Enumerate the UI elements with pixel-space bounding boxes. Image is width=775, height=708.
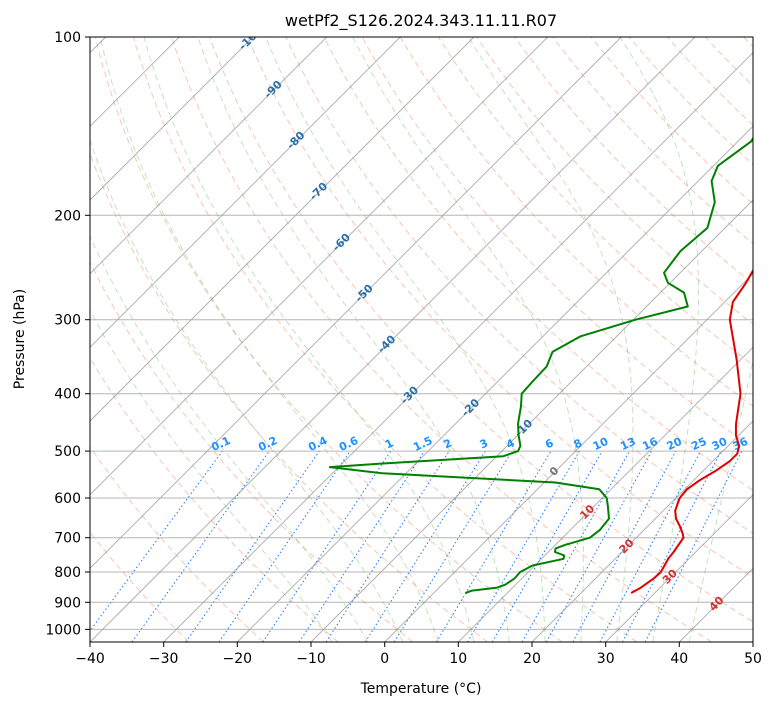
x-tick-label: 0 — [380, 651, 389, 667]
y-tick-label: 300 — [54, 313, 81, 329]
y-tick-label: 900 — [54, 595, 81, 611]
y-tick-label: 700 — [54, 531, 81, 547]
isotherm-line — [90, 37, 622, 570]
x-tick-label: 30 — [597, 651, 615, 667]
isotherm-lines — [90, 37, 753, 642]
isotherm-line — [90, 37, 254, 201]
dry-adiabat — [209, 37, 753, 623]
isotherm-line — [90, 37, 549, 496]
isotherm-line — [90, 37, 328, 275]
moist-adiabat — [265, 37, 546, 642]
x-tick-label: −20 — [223, 651, 253, 667]
dry-adiabat — [399, 37, 753, 407]
isotherm-line — [90, 37, 475, 422]
mixing-ratio-line — [491, 450, 603, 642]
moist-adiabat — [619, 37, 699, 642]
plot-area: 0.1 0.2 0.4 0.6 1 1.5 2 3 4 6 8 10 13 16 20 25 30 36 -100… — [90, 37, 753, 642]
x-tick-label: 40 — [670, 651, 688, 667]
moist-adiabat — [143, 37, 475, 642]
moist-adiabat — [90, 138, 404, 642]
x-tick-label: 20 — [523, 651, 541, 667]
isotherm-line — [457, 346, 753, 642]
mixing-ratio-line — [325, 450, 450, 642]
y-tick-label: 200 — [54, 208, 81, 224]
dry-adiabat — [90, 446, 264, 642]
mixing-ratio-label: 20 — [665, 435, 685, 453]
moist-adiabat — [90, 235, 369, 642]
mixing-ratio-line — [218, 450, 351, 642]
y-axis-label: Pressure (hPa) — [12, 289, 28, 389]
dry-adiabat — [476, 37, 753, 325]
dry-adiabat — [94, 37, 563, 642]
mixing-ratio-line — [521, 450, 630, 642]
y-tick-label: 800 — [54, 565, 81, 581]
moist-adiabat-lines — [90, 37, 753, 642]
mixing-ratio-line — [364, 450, 486, 642]
x-tick-label: 10 — [449, 651, 467, 667]
mixing-ratio-line — [572, 450, 677, 642]
dry-adiabat — [514, 37, 753, 285]
y-axis-ticks: 100 200 300 400 500 600 700 800 900 1000 — [45, 30, 90, 638]
dry-adiabat — [628, 37, 753, 166]
x-tick-label: −10 — [296, 651, 326, 667]
moist-adiabat — [197, 37, 510, 642]
x-tick-label: −40 — [75, 651, 105, 667]
plot-frame — [89, 36, 754, 643]
x-tick-label: −30 — [149, 651, 179, 667]
isobar-gridlines — [90, 37, 753, 630]
x-tick-label: 50 — [744, 651, 762, 667]
y-tick-label: 400 — [54, 387, 81, 403]
isotherm-line — [605, 493, 753, 642]
y-tick-label: 600 — [54, 491, 81, 507]
temperature-line — [630, 268, 753, 594]
dewpoint-line — [328, 136, 753, 594]
isotherm-line — [310, 199, 753, 642]
dry-adiabat — [323, 37, 753, 491]
moist-adiabat — [90, 309, 333, 642]
isotherm-line — [384, 272, 753, 642]
isotherm-line — [236, 125, 753, 642]
mixing-ratio-line — [185, 450, 320, 642]
x-axis-label: Temperature (°C) — [360, 681, 482, 697]
dry-adiabat — [247, 37, 753, 578]
isotherm-line — [163, 51, 753, 642]
moist-adiabat — [688, 358, 753, 642]
y-tick-label: 100 — [54, 30, 81, 46]
moist-adiabat — [99, 37, 439, 642]
dry-adiabat — [132, 37, 638, 642]
mixing-ratio-label: 13 — [618, 435, 637, 453]
y-tick-label: 1000 — [45, 622, 81, 638]
dry-adiabat — [90, 260, 414, 642]
mixing-ratio-line — [393, 450, 513, 642]
mixing-ratio-label: 16 — [640, 435, 660, 453]
isotherm-line — [90, 37, 696, 642]
chart-title: wetPf2_S126.2024.343.11.11.R07 — [285, 11, 557, 31]
mixing-ratio-line — [435, 450, 552, 642]
mixing-ratio-label: 25 — [689, 435, 708, 453]
isotherm-line — [90, 37, 401, 349]
mixing-ratio-label: 10 — [591, 435, 611, 453]
sounding-series — [328, 136, 753, 594]
mixing-ratio-label: 30 — [710, 435, 730, 453]
isotherm-line — [531, 420, 753, 642]
y-tick-label: 500 — [54, 444, 81, 460]
x-axis-ticks: −40 −30 −20 −10 0 10 20 30 40 50 — [75, 642, 762, 667]
dry-adiabat-lines — [90, 37, 753, 642]
mixing-ratio-label: 36 — [731, 435, 751, 453]
